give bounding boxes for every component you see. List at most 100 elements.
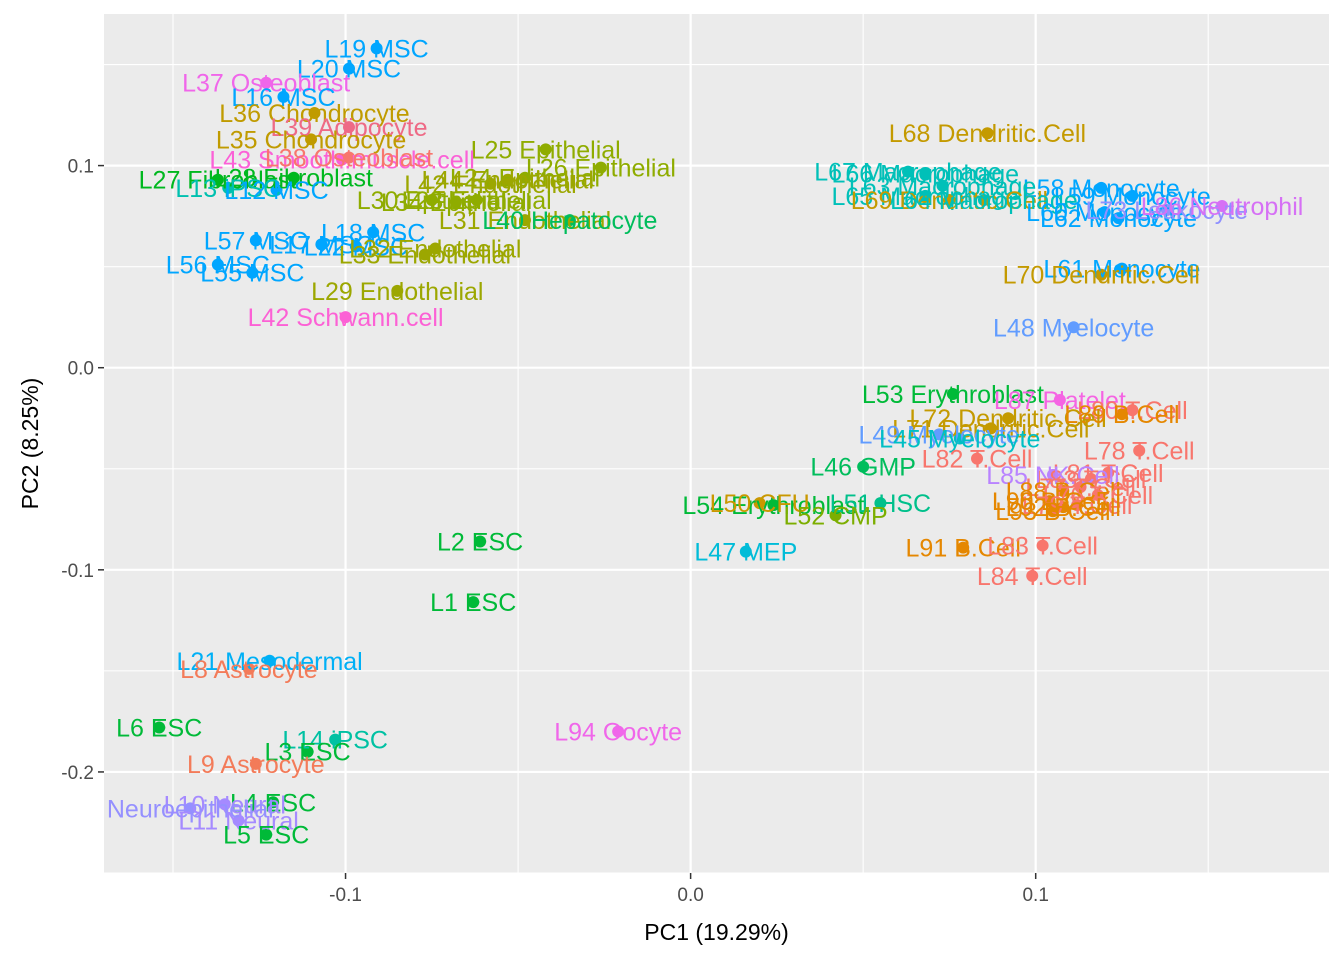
data-point xyxy=(1057,484,1070,497)
data-point xyxy=(246,266,259,279)
data-point xyxy=(1074,480,1087,493)
point-label: L71 Dendritic.Cell xyxy=(892,415,1089,443)
data-point xyxy=(218,798,231,811)
x-axis-title: PC1 (19.29%) xyxy=(644,919,788,945)
data-point xyxy=(474,535,487,548)
point-label: L28 Fibroblast xyxy=(215,165,373,193)
data-point xyxy=(449,195,462,208)
data-point xyxy=(329,733,342,746)
data-point xyxy=(902,165,915,178)
point-label: L29 Endothelial xyxy=(311,278,483,306)
point-label: L38 Osteoblast xyxy=(265,145,433,173)
data-point xyxy=(1095,181,1108,194)
point-label: L45 Myelocyte xyxy=(879,425,1040,453)
data-point xyxy=(933,428,946,441)
point-label: L30 Epithelial xyxy=(357,187,507,215)
point-label: L61 Monocyte xyxy=(1043,256,1200,284)
data-point xyxy=(343,62,355,75)
point-label: L16 MSC xyxy=(231,84,335,112)
point-label: L58 Monocyte xyxy=(1023,175,1180,203)
data-point xyxy=(1216,200,1229,213)
point-label: L50 CFU xyxy=(710,490,810,518)
point-label: L11 Neural xyxy=(178,807,298,835)
point-label: L69 Dendritic.Cell xyxy=(851,187,1048,215)
point-label: L52 CMP xyxy=(783,502,887,530)
data-point xyxy=(1115,262,1128,275)
data-point xyxy=(612,725,625,738)
data-point xyxy=(857,460,870,473)
point-label: L60 Monocyte xyxy=(1026,199,1183,227)
data-point xyxy=(1084,472,1097,485)
data-point xyxy=(263,654,276,667)
y-tick-label: -0.1 xyxy=(61,561,94,582)
point-label: L1 ESC xyxy=(430,589,516,617)
point-label: Neuroepithelial xyxy=(107,795,274,823)
data-point xyxy=(211,173,224,186)
point-label: L44 Endothelial xyxy=(422,167,594,195)
point-label: L23 Epithelial xyxy=(402,187,552,215)
point-label: L66 Macrophage xyxy=(831,161,1019,189)
point-label: L19 MSC xyxy=(324,35,428,63)
data-point xyxy=(184,802,197,815)
data-point xyxy=(232,814,245,827)
data-point xyxy=(753,497,766,510)
data-point xyxy=(343,151,355,164)
data-point xyxy=(1053,394,1066,407)
point-label: L86 Neutrophil xyxy=(1141,193,1304,221)
point-label: L92 B.Cell xyxy=(1006,494,1121,522)
data-point xyxy=(1160,204,1173,217)
data-point xyxy=(957,541,970,554)
point-label: L10 Neural xyxy=(164,791,286,819)
data-point xyxy=(301,745,314,758)
y-axis: -0.2 -0.1 0.0 0.1 xyxy=(61,157,104,784)
x-tick-label: 0.0 xyxy=(677,885,703,906)
data-point xyxy=(308,107,321,120)
data-point xyxy=(211,258,224,271)
point-label: L51 HSC xyxy=(830,490,931,518)
point-label: L80 T.Cell xyxy=(1077,397,1188,425)
data-point xyxy=(1133,444,1146,457)
grid-minor xyxy=(104,14,1329,874)
point-label: L89 B.Cell xyxy=(1064,401,1179,429)
y-axis-title: PC2 (8.25%) xyxy=(17,378,43,510)
point-label: L62 Monocyte xyxy=(1040,205,1197,233)
point-label: L40 Hepatocyte xyxy=(482,207,657,235)
data-point xyxy=(981,127,994,140)
data-point xyxy=(594,161,607,174)
data-point xyxy=(1057,501,1070,514)
data-point xyxy=(946,387,959,400)
point-label: L39 Adipocyte xyxy=(270,114,427,142)
data-point xyxy=(305,133,318,146)
point-label: L2 ESC xyxy=(437,529,523,557)
point-label: L13 iPSC xyxy=(175,175,281,203)
data-point xyxy=(971,452,984,465)
data-point xyxy=(267,796,280,809)
data-point xyxy=(1002,412,1015,425)
point-label: L17 MSC xyxy=(269,231,373,259)
data-point xyxy=(1126,404,1139,417)
point-label: L65 Macrophage xyxy=(831,183,1019,211)
point-label: L53 Erythroblast xyxy=(862,381,1044,409)
data-point xyxy=(539,143,552,156)
data-point xyxy=(1098,206,1111,219)
data-point xyxy=(470,193,483,206)
data-point xyxy=(1043,495,1056,508)
data-point xyxy=(391,284,404,297)
point-label: L93 B.Cell xyxy=(995,498,1110,526)
grid-major xyxy=(104,14,1329,873)
point-label: L18 MSC xyxy=(321,219,425,247)
point-label: L14 iPSC xyxy=(282,727,388,755)
point-label: L78 T.Cell xyxy=(1084,438,1195,466)
data-point xyxy=(343,121,355,134)
point-label: L70 Dendritic.Cell xyxy=(1003,262,1200,290)
data-point xyxy=(349,240,362,253)
point-label: L20 MSC xyxy=(297,56,401,84)
point-label: L31 Endothelial xyxy=(439,207,611,235)
data-point xyxy=(1115,408,1128,421)
data-point xyxy=(936,179,949,192)
point-label: L81 T.Cell xyxy=(1053,460,1164,488)
data-point xyxy=(943,193,956,206)
data-point xyxy=(287,171,300,184)
